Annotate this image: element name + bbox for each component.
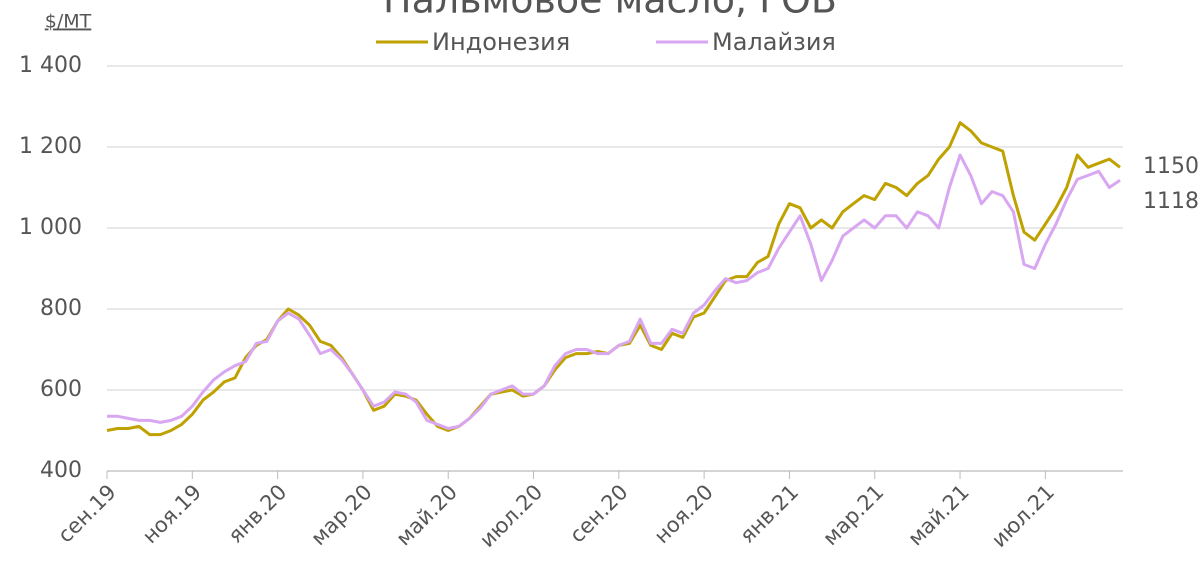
legend-label: Индонезия bbox=[432, 28, 570, 56]
x-tick-label: июл.21 bbox=[987, 480, 1059, 552]
x-tick-label: янв.20 bbox=[223, 480, 291, 548]
y-tick-label: 1 400 bbox=[19, 53, 82, 78]
y-tick-label: 1 000 bbox=[19, 215, 82, 240]
x-tick-label: мар.21 bbox=[818, 480, 888, 550]
x-tick-label: ноя.20 bbox=[650, 480, 718, 548]
x-tick-label: сен.20 bbox=[565, 480, 633, 548]
x-tick-label: июл.20 bbox=[475, 480, 547, 552]
y-tick-label: 400 bbox=[40, 458, 82, 483]
x-tick-label: май.21 bbox=[903, 480, 974, 551]
chart-title: Пальмовое масло, FOB bbox=[383, 0, 837, 22]
end-value-label: 1118 bbox=[1143, 189, 1199, 214]
x-tick-label: ноя.19 bbox=[138, 480, 206, 548]
x-tick-label: мар.20 bbox=[306, 480, 376, 550]
y-tick-label: 800 bbox=[40, 296, 82, 321]
y-axis-label: $/МТ bbox=[45, 11, 92, 33]
x-tick-label: май.20 bbox=[391, 480, 462, 551]
y-tick-label: 1 200 bbox=[19, 134, 82, 159]
y-tick-label: 600 bbox=[40, 377, 82, 402]
end-value-label: 1150 bbox=[1143, 154, 1199, 179]
line-series bbox=[107, 153, 1121, 430]
legend-label: Малайзия bbox=[712, 28, 836, 56]
legend: Индонезия Малайзия bbox=[376, 28, 836, 56]
x-tick-label: сен.19 bbox=[53, 480, 121, 548]
x-tick-label: янв.21 bbox=[735, 480, 803, 548]
